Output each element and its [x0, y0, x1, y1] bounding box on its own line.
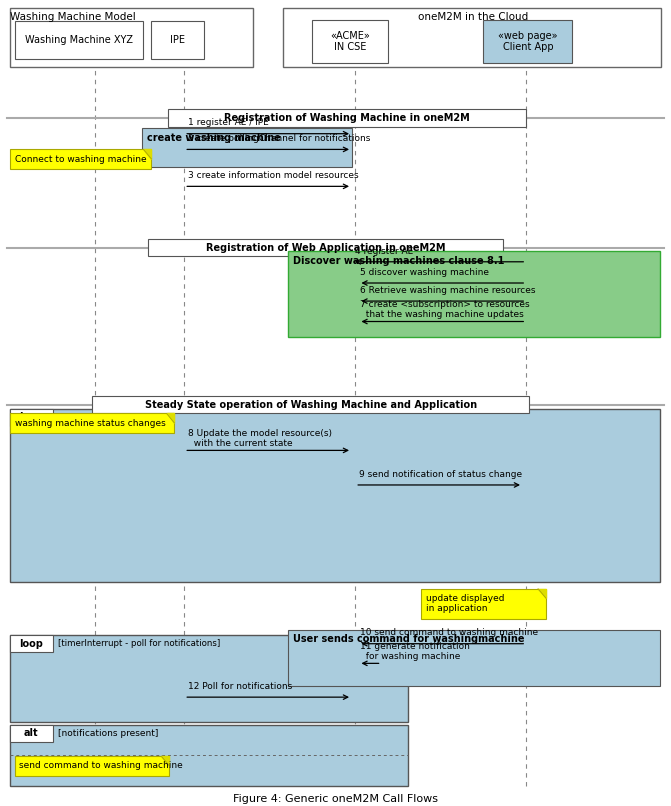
Text: Connect to washing machine: Connect to washing machine — [15, 155, 146, 164]
Text: 1 register AE / IPE: 1 register AE / IPE — [188, 118, 268, 127]
Text: «web page»
Client App: «web page» Client App — [498, 31, 558, 52]
FancyBboxPatch shape — [10, 409, 53, 426]
Text: loop: loop — [19, 638, 44, 649]
FancyBboxPatch shape — [288, 629, 660, 686]
Text: [notifications present]: [notifications present] — [58, 729, 158, 737]
Text: Registration of Washing Machine in oneM2M: Registration of Washing Machine in oneM2… — [224, 113, 470, 123]
FancyBboxPatch shape — [10, 635, 53, 652]
FancyBboxPatch shape — [283, 8, 661, 67]
Text: 9 send notification of status change: 9 send notification of status change — [358, 470, 521, 479]
Text: 7 create <subscription> to resources
  that the washing machine updates: 7 create <subscription> to resources tha… — [360, 300, 530, 319]
Text: Steady State operation of Washing Machine and Application: Steady State operation of Washing Machin… — [145, 400, 477, 409]
FancyBboxPatch shape — [15, 756, 169, 775]
FancyBboxPatch shape — [15, 21, 143, 59]
Text: washing machine status changes: washing machine status changes — [15, 419, 165, 428]
Text: send command to washing machine: send command to washing machine — [19, 762, 183, 771]
Text: 12 Poll for notifications: 12 Poll for notifications — [188, 682, 292, 691]
Text: Washing Machine Model: Washing Machine Model — [9, 12, 136, 23]
Polygon shape — [144, 149, 152, 159]
FancyBboxPatch shape — [10, 725, 53, 742]
FancyBboxPatch shape — [313, 19, 388, 63]
Text: alt: alt — [24, 729, 39, 738]
Text: Washing Machine XYZ: Washing Machine XYZ — [25, 35, 133, 45]
Polygon shape — [538, 588, 546, 598]
FancyBboxPatch shape — [10, 725, 408, 786]
Text: 4 register AE: 4 register AE — [355, 247, 413, 256]
FancyBboxPatch shape — [142, 128, 352, 168]
Text: 2 create pollingChannel for notifications: 2 create pollingChannel for notification… — [188, 134, 370, 143]
Text: Discover washing machines clause 8.1: Discover washing machines clause 8.1 — [293, 256, 505, 266]
FancyBboxPatch shape — [168, 110, 526, 127]
FancyBboxPatch shape — [10, 8, 253, 67]
Text: IPE: IPE — [170, 35, 185, 45]
FancyBboxPatch shape — [483, 19, 572, 63]
Text: 10 send command to washing machine: 10 send command to washing machine — [360, 629, 539, 638]
Text: Figure 4: Generic oneM2M Call Flows: Figure 4: Generic oneM2M Call Flows — [233, 794, 438, 804]
FancyBboxPatch shape — [10, 635, 408, 721]
FancyBboxPatch shape — [10, 149, 152, 169]
Text: 5 discover washing machine: 5 discover washing machine — [360, 268, 489, 276]
Polygon shape — [166, 413, 174, 423]
FancyBboxPatch shape — [92, 397, 529, 413]
Text: Registration of Web Application in oneM2M: Registration of Web Application in oneM2… — [206, 243, 446, 252]
FancyBboxPatch shape — [10, 413, 174, 433]
Text: update displayed
in application: update displayed in application — [425, 594, 504, 613]
Text: 11 generate notification
  for washing machine: 11 generate notification for washing mac… — [360, 642, 470, 661]
Text: loop: loop — [19, 413, 44, 422]
Text: [timerInterrupt - poll for notifications]: [timerInterrupt - poll for notifications… — [58, 639, 220, 648]
FancyBboxPatch shape — [10, 409, 660, 582]
Text: 6 Retrieve washing machine resources: 6 Retrieve washing machine resources — [360, 286, 536, 295]
Polygon shape — [161, 756, 169, 766]
Text: «ACME»
IN CSE: «ACME» IN CSE — [330, 31, 370, 52]
Text: 3 create information model resources: 3 create information model resources — [188, 171, 358, 180]
Text: User sends command for washingmachine: User sends command for washingmachine — [293, 634, 525, 644]
FancyBboxPatch shape — [288, 251, 660, 337]
FancyBboxPatch shape — [421, 588, 546, 618]
FancyBboxPatch shape — [148, 239, 503, 256]
Text: create washing machine: create washing machine — [147, 134, 280, 143]
Text: [Interrupt]: [Interrupt] — [58, 413, 105, 422]
Text: 8 Update the model resource(s)
  with the current state: 8 Update the model resource(s) with the … — [188, 429, 331, 448]
FancyBboxPatch shape — [152, 21, 204, 59]
Text: oneM2M in the Cloud: oneM2M in the Cloud — [419, 12, 529, 23]
